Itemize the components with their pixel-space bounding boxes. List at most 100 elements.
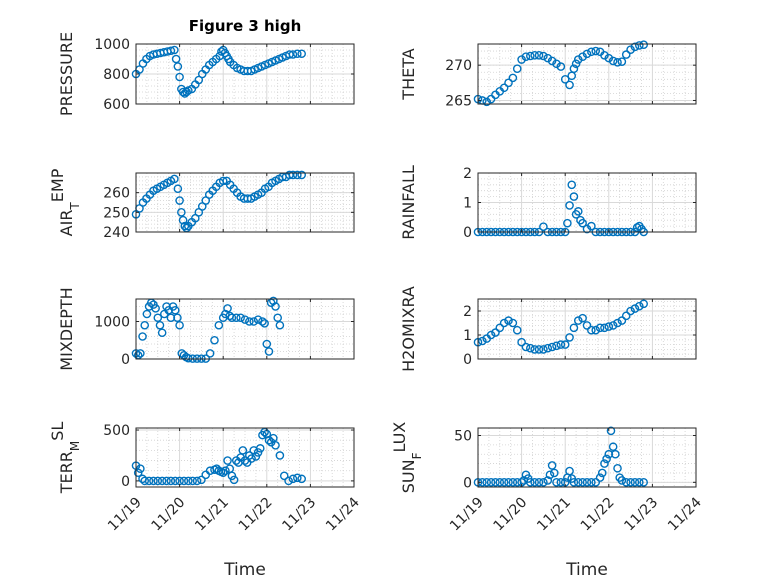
data-point-theta [604, 53, 614, 63]
data-point-terr-msl [188, 476, 197, 486]
data-point-terr-msl [279, 471, 289, 481]
data-point-sun-flux [504, 478, 513, 487]
data-point-terr-msl [197, 475, 206, 485]
data-point-sun-flux [569, 478, 579, 487]
y-tick-label: 0 [121, 474, 130, 490]
data-point-theta [569, 64, 579, 74]
y-tick-label: 1 [463, 328, 472, 344]
data-point-theta [552, 59, 561, 69]
data-point-mixdepth [236, 313, 245, 323]
data-point-sun-flux [545, 470, 555, 480]
data-point-mixdepth [240, 315, 250, 324]
data-point-theta [508, 73, 518, 83]
data-point-theta [578, 52, 587, 62]
data-point-theta [539, 51, 548, 61]
x-tick-label: 11/23 [621, 495, 661, 535]
data-point-mixdepth [262, 339, 272, 349]
data-point-mixdepth [170, 305, 180, 315]
data-point-h2omixra [495, 323, 505, 333]
y-tick-label: 1000 [94, 315, 130, 331]
data-point-theta [482, 97, 492, 107]
data-point-air-temp [218, 176, 228, 186]
data-point-pressure [285, 50, 294, 59]
data-point-mixdepth [258, 317, 267, 326]
data-point-terr-msl [293, 473, 302, 483]
data-point-pressure [170, 45, 179, 55]
data-point-h2omixra [626, 306, 635, 316]
data-point-theta [486, 94, 496, 104]
data-point-terr-msl [218, 468, 228, 478]
data-point-mixdepth [210, 335, 219, 345]
y-axis-label: PRESSURE [57, 32, 76, 116]
data-point-theta [582, 49, 592, 59]
data-point-rainfall [578, 218, 587, 228]
data-point-terr-msl [184, 476, 193, 486]
data-point-terr-msl [271, 440, 280, 450]
data-point-sun-flux [482, 478, 492, 487]
data-point-h2omixra [617, 316, 627, 325]
data-point-pressure [166, 46, 176, 56]
figure-title: Figure 3 high [189, 17, 302, 35]
data-point-pressure [175, 72, 184, 82]
data-point-mixdepth [153, 313, 163, 323]
data-point-mixdepth [214, 320, 224, 330]
data-point-air-temp [178, 215, 188, 225]
data-point-terr-msl [284, 476, 293, 486]
data-point-h2omixra [504, 316, 513, 325]
data-point-theta [526, 51, 535, 61]
x-tick-label: 11/20 [149, 495, 189, 535]
data-point-pressure [293, 49, 302, 59]
data-point-h2omixra [635, 301, 644, 311]
data-point-h2omixra [530, 345, 539, 354]
data-point-terr-msl [223, 456, 232, 465]
data-point-terr-msl [227, 471, 237, 481]
data-point-theta [534, 50, 544, 60]
data-point-theta [521, 52, 531, 62]
data-point-sun-flux [530, 478, 539, 487]
data-point-terr-msl [136, 464, 145, 473]
y-tick-label: 500 [103, 423, 130, 439]
data-point-mixdepth [205, 349, 215, 358]
y-axis-label: AIRTEMP [48, 168, 83, 236]
data-point-pressure [297, 49, 306, 59]
data-point-terr-msl [157, 476, 167, 486]
data-point-mixdepth [138, 332, 147, 341]
data-point-mixdepth [151, 304, 160, 313]
data-point-h2omixra [565, 333, 574, 342]
data-point-mixdepth [223, 304, 232, 313]
data-point-sun-flux [556, 478, 566, 487]
data-point-air-temp [170, 174, 179, 184]
axes-mixdepth: 0 1000 MIXDEPTH [57, 287, 355, 371]
data-point-mixdepth [142, 309, 152, 319]
x-tick-label: 11/22 [236, 495, 276, 535]
data-point-terr-msl [133, 468, 143, 478]
data-point-mixdepth [271, 302, 280, 311]
data-point-sun-flux [630, 478, 640, 487]
data-point-sun-flux [626, 478, 635, 487]
data-point-air-temp [288, 170, 298, 180]
data-point-pressure [173, 62, 183, 71]
data-point-h2omixra [582, 321, 592, 330]
data-point-h2omixra [591, 325, 601, 335]
data-point-rainfall [587, 221, 596, 231]
data-point-terr-msl [221, 466, 230, 476]
data-point-mixdepth [140, 320, 150, 330]
data-point-terr-msl [264, 435, 274, 445]
data-point-h2omixra [639, 299, 648, 309]
data-point-theta [547, 56, 557, 66]
data-point-h2omixra [613, 318, 622, 328]
data-point-rainfall [632, 223, 642, 232]
data-point-h2omixra [486, 330, 496, 340]
x-tick-label: 11/24 [323, 494, 363, 534]
axes-terr-msl: 0 500 TERRMSL 11/19 11/20 11/21 11/22 11/23 11/2… [48, 422, 363, 580]
data-point-rainfall [567, 180, 577, 190]
data-point-sun-flux [534, 478, 544, 487]
data-point-theta [573, 55, 583, 64]
axes-air-temp: 240 250 260 AIRTEMP [48, 168, 355, 241]
data-point-terr-msl [170, 476, 180, 486]
data-point-sun-flux [591, 478, 601, 487]
data-point-sun-flux [597, 468, 607, 478]
data-point-h2omixra [552, 341, 561, 351]
y-tick-label: 0 [463, 352, 472, 368]
